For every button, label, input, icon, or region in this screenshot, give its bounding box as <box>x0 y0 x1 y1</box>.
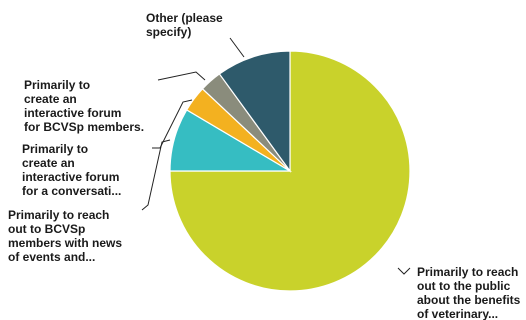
slice-label-other: Other (please specify) <box>146 11 226 39</box>
slice-label-forum-conversation: Primarily to create an interactive forum… <box>22 142 123 198</box>
pie-slices <box>169 50 411 292</box>
leader-members-news <box>141 139 171 211</box>
slice-label-members-news: Primarily to reach out to BCVSp members … <box>8 208 125 264</box>
leader-other <box>229 37 245 58</box>
slice-label-public: Primarily to reach out to the public abo… <box>417 265 524 320</box>
leader-lines <box>141 37 411 275</box>
leader-forum-members <box>157 71 206 81</box>
slice-public <box>169 50 411 292</box>
leader-public <box>397 267 411 275</box>
slice-other <box>218 50 291 173</box>
slice-label-forum-members: Primarily to create an interactive forum… <box>24 78 144 134</box>
leader-forum-conversation <box>152 99 193 149</box>
